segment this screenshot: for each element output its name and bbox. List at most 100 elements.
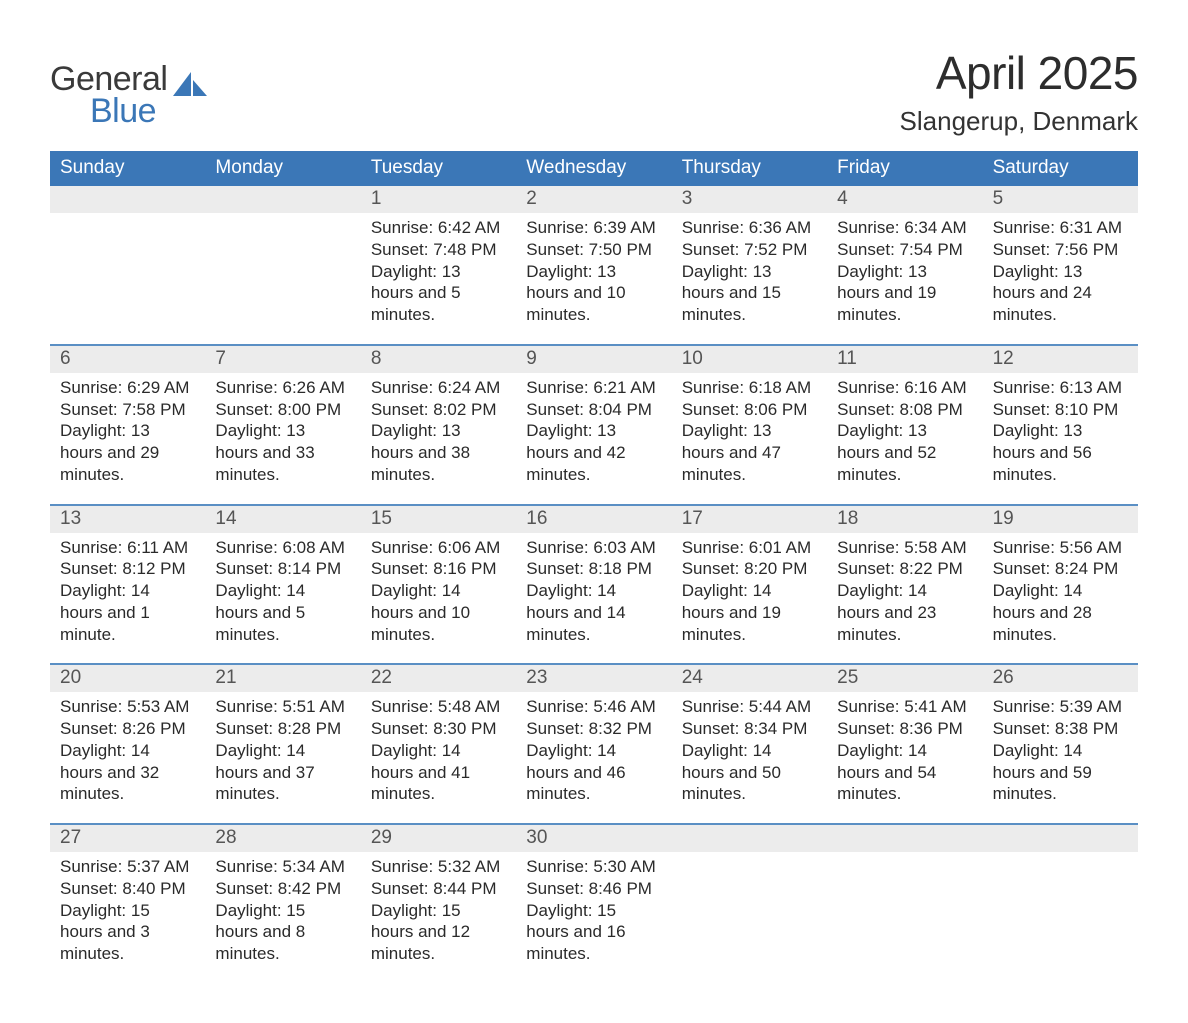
calendar-week: Sunrise: 5:53 AMSunset: 8:26 PMDaylight:… [50,692,1138,823]
sunset-line: Sunset: 8:42 PM [215,878,350,900]
calendar-day: Sunrise: 6:08 AMSunset: 8:14 PMDaylight:… [205,533,360,646]
day-number: 13 [50,506,205,533]
day-number [983,825,1138,852]
daylight-line: Daylight: 13 hours and 15 minutes. [682,261,817,326]
calendar-day: Sunrise: 6:16 AMSunset: 8:08 PMDaylight:… [827,373,982,486]
sunrise-line: Sunrise: 5:37 AM [60,856,195,878]
calendar-week: Sunrise: 6:29 AMSunset: 7:58 PMDaylight:… [50,373,1138,504]
day-number: 29 [361,825,516,852]
daylight-line: Daylight: 14 hours and 37 minutes. [215,740,350,805]
daylight-line: Daylight: 14 hours and 32 minutes. [60,740,195,805]
day-number: 25 [827,665,982,692]
calendar-day: Sunrise: 5:30 AMSunset: 8:46 PMDaylight:… [516,852,671,965]
sunrise-line: Sunrise: 6:21 AM [526,377,661,399]
sunrise-line: Sunrise: 6:18 AM [682,377,817,399]
day-number: 7 [205,346,360,373]
sunset-line: Sunset: 8:38 PM [993,718,1128,740]
daylight-line: Daylight: 13 hours and 24 minutes. [993,261,1128,326]
day-number: 18 [827,506,982,533]
daylight-line: Daylight: 15 hours and 12 minutes. [371,900,506,965]
sunrise-line: Sunrise: 5:41 AM [837,696,972,718]
sunset-line: Sunset: 8:36 PM [837,718,972,740]
day-number [205,186,360,213]
sunset-line: Sunset: 8:20 PM [682,558,817,580]
daylight-line: Daylight: 14 hours and 23 minutes. [837,580,972,645]
sunrise-line: Sunrise: 5:32 AM [371,856,506,878]
day-number: 23 [516,665,671,692]
calendar-week: Sunrise: 5:37 AMSunset: 8:40 PMDaylight:… [50,852,1138,983]
daylight-line: Daylight: 14 hours and 59 minutes. [993,740,1128,805]
sunset-line: Sunset: 8:04 PM [526,399,661,421]
daylight-line: Daylight: 14 hours and 14 minutes. [526,580,661,645]
calendar-day [827,852,982,965]
calendar-day: Sunrise: 6:18 AMSunset: 8:06 PMDaylight:… [672,373,827,486]
sunrise-line: Sunrise: 6:31 AM [993,217,1128,239]
day-number-row: 6789101112 [50,344,1138,373]
day-number: 20 [50,665,205,692]
sunset-line: Sunset: 8:24 PM [993,558,1128,580]
calendar-day: Sunrise: 6:34 AMSunset: 7:54 PMDaylight:… [827,213,982,326]
calendar-day: Sunrise: 5:39 AMSunset: 8:38 PMDaylight:… [983,692,1138,805]
day-number: 26 [983,665,1138,692]
sunrise-line: Sunrise: 5:51 AM [215,696,350,718]
sunrise-line: Sunrise: 6:39 AM [526,217,661,239]
calendar-day: Sunrise: 6:01 AMSunset: 8:20 PMDaylight:… [672,533,827,646]
day-of-week: Friday [827,151,982,186]
calendar-day: Sunrise: 6:29 AMSunset: 7:58 PMDaylight:… [50,373,205,486]
day-of-week: Saturday [983,151,1138,186]
calendar-day: Sunrise: 5:44 AMSunset: 8:34 PMDaylight:… [672,692,827,805]
day-number: 1 [361,186,516,213]
sunset-line: Sunset: 8:18 PM [526,558,661,580]
page-subtitle: Slangerup, Denmark [900,106,1138,137]
day-number: 4 [827,186,982,213]
day-number: 22 [361,665,516,692]
calendar-day: Sunrise: 5:32 AMSunset: 8:44 PMDaylight:… [361,852,516,965]
daylight-line: Daylight: 14 hours and 41 minutes. [371,740,506,805]
calendar-day: Sunrise: 6:13 AMSunset: 8:10 PMDaylight:… [983,373,1138,486]
day-of-week: Wednesday [516,151,671,186]
day-number: 12 [983,346,1138,373]
sunset-line: Sunset: 8:28 PM [215,718,350,740]
day-number: 16 [516,506,671,533]
sunrise-line: Sunrise: 5:44 AM [682,696,817,718]
sunset-line: Sunset: 8:30 PM [371,718,506,740]
sunset-line: Sunset: 7:56 PM [993,239,1128,261]
daylight-line: Daylight: 13 hours and 56 minutes. [993,420,1128,485]
calendar-day: Sunrise: 6:03 AMSunset: 8:18 PMDaylight:… [516,533,671,646]
sunset-line: Sunset: 8:34 PM [682,718,817,740]
day-number-row: 13141516171819 [50,504,1138,533]
daylight-line: Daylight: 13 hours and 19 minutes. [837,261,972,326]
calendar-day: Sunrise: 6:24 AMSunset: 8:02 PMDaylight:… [361,373,516,486]
sunrise-line: Sunrise: 5:30 AM [526,856,661,878]
sunrise-line: Sunrise: 5:48 AM [371,696,506,718]
day-number-row: 20212223242526 [50,663,1138,692]
day-number-row: 12345 [50,186,1138,213]
calendar-weeks: 12345Sunrise: 6:42 AMSunset: 7:48 PMDayl… [50,186,1138,983]
calendar-week: Sunrise: 6:11 AMSunset: 8:12 PMDaylight:… [50,533,1138,664]
day-of-week-header: SundayMondayTuesdayWednesdayThursdayFrid… [50,151,1138,186]
sunrise-line: Sunrise: 5:46 AM [526,696,661,718]
daylight-line: Daylight: 13 hours and 52 minutes. [837,420,972,485]
daylight-line: Daylight: 14 hours and 5 minutes. [215,580,350,645]
day-number: 30 [516,825,671,852]
calendar-day: Sunrise: 5:34 AMSunset: 8:42 PMDaylight:… [205,852,360,965]
page-header: General Blue April 2025 Slangerup, Denma… [50,46,1138,137]
day-number: 10 [672,346,827,373]
day-number: 21 [205,665,360,692]
day-number: 2 [516,186,671,213]
sunset-line: Sunset: 8:44 PM [371,878,506,900]
sunrise-line: Sunrise: 6:06 AM [371,537,506,559]
calendar-day: Sunrise: 6:42 AMSunset: 7:48 PMDaylight:… [361,213,516,326]
day-of-week: Tuesday [361,151,516,186]
day-number: 28 [205,825,360,852]
sunrise-line: Sunrise: 6:01 AM [682,537,817,559]
calendar-day: Sunrise: 5:58 AMSunset: 8:22 PMDaylight:… [827,533,982,646]
sunset-line: Sunset: 8:02 PM [371,399,506,421]
calendar-day: Sunrise: 5:46 AMSunset: 8:32 PMDaylight:… [516,692,671,805]
sunset-line: Sunset: 8:14 PM [215,558,350,580]
sunrise-line: Sunrise: 6:11 AM [60,537,195,559]
calendar-day: Sunrise: 5:48 AMSunset: 8:30 PMDaylight:… [361,692,516,805]
day-number: 19 [983,506,1138,533]
sunset-line: Sunset: 7:52 PM [682,239,817,261]
sail-icon [173,72,207,96]
